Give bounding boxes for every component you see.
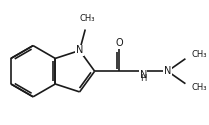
Text: CH₃: CH₃ xyxy=(191,50,207,59)
Text: H: H xyxy=(140,74,147,83)
Text: N: N xyxy=(76,46,83,56)
Text: N: N xyxy=(164,66,171,76)
Text: CH₃: CH₃ xyxy=(191,83,207,92)
Text: O: O xyxy=(115,38,123,48)
Text: CH₃: CH₃ xyxy=(79,14,95,22)
Text: N: N xyxy=(140,70,147,80)
